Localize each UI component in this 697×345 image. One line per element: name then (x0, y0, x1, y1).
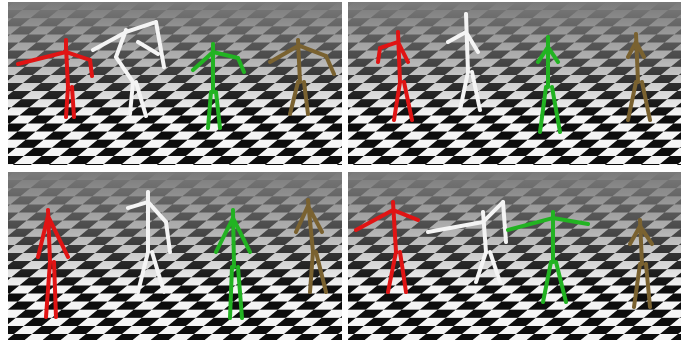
stick-figure-olive (626, 32, 652, 122)
panel-bottom-left (8, 172, 342, 340)
stick-figure-red (36, 208, 70, 319)
stick-figure-olive (628, 218, 654, 309)
stick-figure-olive (294, 198, 328, 294)
panel-top-left (8, 2, 342, 165)
checker-floor (8, 172, 342, 340)
scene-top-left (8, 2, 342, 165)
scene-bottom-right (348, 172, 681, 340)
checker-floor (8, 2, 342, 165)
checker-floor (348, 172, 681, 340)
scene-top-right (348, 2, 681, 165)
stick-figure-white (426, 200, 508, 284)
stick-figure-olive (268, 38, 336, 116)
stick-figure-red (354, 200, 420, 294)
stick-figure-green (191, 42, 246, 130)
stick-figure-red (16, 38, 94, 119)
stick-figure-green (536, 35, 562, 134)
stick-figure-white (91, 20, 166, 118)
stick-figure-green (506, 210, 590, 304)
stick-figure-red (376, 30, 414, 122)
stick-figure-green (214, 208, 252, 320)
stick-figure-white (446, 12, 482, 112)
stick-figure-white (126, 190, 172, 294)
scene-bottom-left (8, 172, 342, 340)
panel-bottom-right (348, 172, 681, 340)
panel-top-right (348, 2, 681, 165)
